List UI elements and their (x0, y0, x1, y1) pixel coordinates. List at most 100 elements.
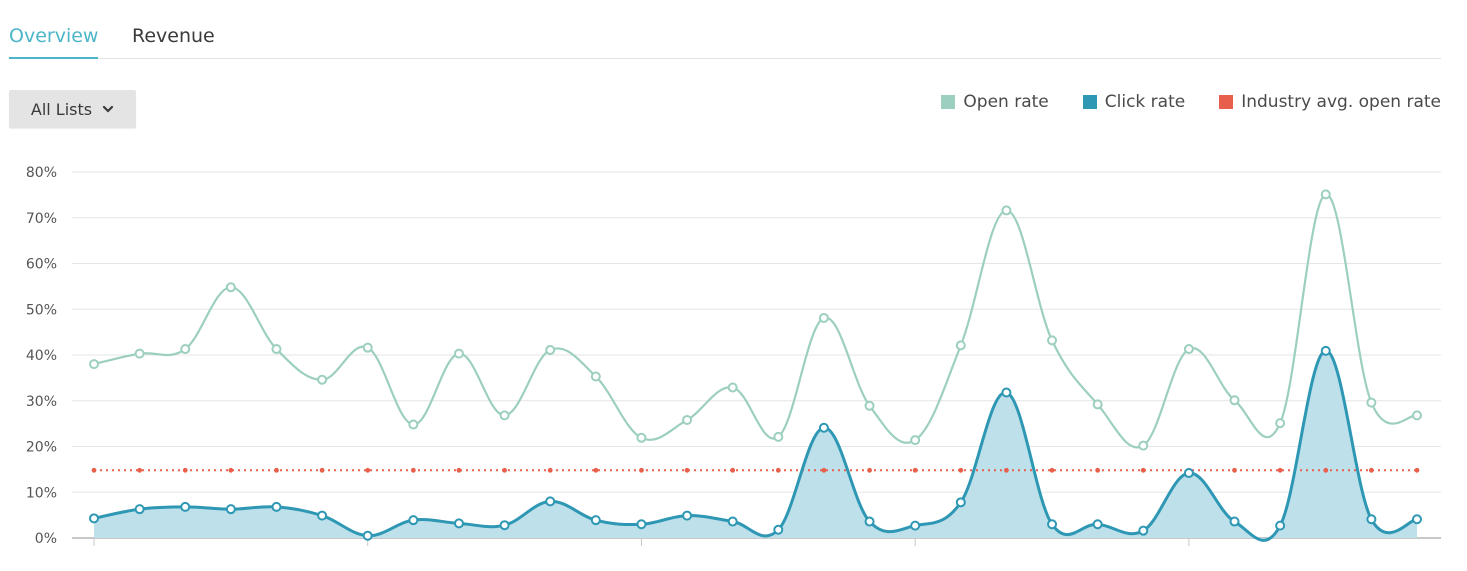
click-rate-point (317, 510, 328, 521)
click-rate-point (1366, 514, 1377, 525)
industry-avg-point (319, 467, 325, 473)
open-rate-point (1183, 344, 1194, 355)
click-rate-point (1047, 519, 1058, 530)
open-rate-line (93, 193, 1418, 449)
click-rate-point (727, 516, 738, 527)
click-rate-point (180, 501, 191, 512)
open-rate-point (955, 340, 966, 351)
click-rate-point (1275, 520, 1286, 531)
click-rate-point (773, 524, 784, 535)
industry-avg-point (1004, 467, 1009, 473)
tab-revenue[interactable]: Revenue (132, 25, 215, 47)
industry-avg-point (639, 467, 644, 473)
click-rate-point (134, 504, 145, 515)
x-axis (72, 537, 1441, 546)
click-rate-area (94, 350, 1417, 541)
click-rate-point (636, 519, 647, 530)
open-rate-point (362, 342, 373, 353)
chevron-down-icon (103, 105, 114, 113)
industry-avg-point (593, 467, 599, 473)
industry-avg-point (182, 467, 188, 473)
industry-avg-point (274, 467, 279, 473)
chart-grid (72, 171, 1441, 493)
chart-legend: Open rate Click rate Industry avg. open … (941, 92, 1441, 112)
open-rate-point (453, 348, 464, 359)
click-rate-point (864, 516, 875, 527)
click-rate-point (1229, 516, 1240, 527)
legend-item-industry-avg[interactable]: Industry avg. open rate (1219, 92, 1441, 112)
click-rate-point (1412, 514, 1422, 525)
click-rate-point (1320, 345, 1331, 356)
legend-item-click-rate[interactable]: Click rate (1082, 92, 1185, 112)
industry-avg-point (958, 467, 964, 473)
open-rate-point (1366, 397, 1377, 408)
open-rate-point (271, 344, 282, 355)
industry-avg-point (1277, 467, 1283, 473)
open-rate-point (1047, 335, 1058, 346)
tab-overview[interactable]: Overview (9, 25, 99, 59)
click-rate-point (545, 496, 556, 507)
click-rate-point (453, 518, 464, 529)
industry-avg-point (91, 467, 97, 473)
open-rate-point (1001, 205, 1012, 216)
open-rate-point (1320, 189, 1331, 200)
open-rate-point (1229, 395, 1240, 406)
y-tick-label: 70% (26, 211, 57, 227)
industry-avg-point (137, 467, 143, 473)
click-rate-point (1092, 519, 1103, 530)
click-rate-point (89, 513, 99, 524)
list-filter-dropdown[interactable]: All Lists (9, 90, 136, 128)
click-rate-point (818, 422, 829, 433)
legend-item-open-rate[interactable]: Open rate (941, 92, 1049, 112)
open-rate-point (818, 312, 829, 323)
y-tick-label: 80% (26, 165, 57, 181)
industry-avg-point (502, 467, 507, 473)
legend-swatch-industry-avg (1219, 95, 1234, 109)
open-rate-point (1412, 410, 1422, 421)
y-axis-labels: 0% 10% 20% 30% 40% 50% 60% 70% 80% (26, 165, 57, 547)
industry-avg-point (1095, 467, 1101, 473)
y-tick-label: 40% (26, 348, 57, 364)
industry-avg-point (410, 467, 416, 473)
industry-avg-point (912, 467, 918, 473)
open-rate-point (134, 348, 145, 359)
open-rate-point (499, 410, 510, 421)
y-tick-label: 10% (26, 485, 57, 501)
click-rate-series (89, 345, 1422, 542)
open-rate-point (317, 374, 328, 385)
open-rate-point (1275, 418, 1286, 429)
click-rate-point (910, 520, 921, 531)
open-rate-point (727, 382, 738, 393)
click-rate-point (1183, 468, 1194, 479)
industry-avg-point (1368, 467, 1374, 473)
legend-label-open-rate: Open rate (963, 92, 1049, 112)
industry-avg-point (547, 467, 553, 473)
industry-avg-point (821, 467, 827, 473)
industry-avg-series (91, 467, 1420, 473)
y-tick-label: 30% (26, 394, 57, 410)
y-tick-label: 0% (35, 531, 57, 547)
tab-bar: Overview Revenue (9, 22, 1441, 59)
open-rate-point (590, 371, 601, 382)
y-tick-label: 60% (26, 257, 57, 273)
industry-avg-point (365, 467, 371, 473)
industry-avg-point (456, 467, 462, 473)
industry-avg-point (1232, 467, 1237, 473)
legend-swatch-click-rate (1082, 95, 1097, 109)
industry-avg-point (1140, 467, 1146, 473)
open-rate-point (180, 344, 191, 355)
y-tick-label: 20% (26, 440, 57, 456)
legend-swatch-open-rate (941, 95, 956, 109)
click-rate-point (408, 515, 419, 526)
click-rate-point (499, 520, 510, 531)
open-rate-point (773, 431, 784, 442)
industry-avg-point (1414, 467, 1420, 473)
industry-avg-point (1049, 467, 1055, 473)
list-filter-label: All Lists (30, 99, 93, 119)
open-rate-point (1092, 399, 1103, 410)
open-rate-point (1138, 440, 1149, 451)
click-rate-area-fill (94, 350, 1417, 541)
open-rate-point (225, 282, 236, 293)
open-rate-point (910, 435, 921, 446)
